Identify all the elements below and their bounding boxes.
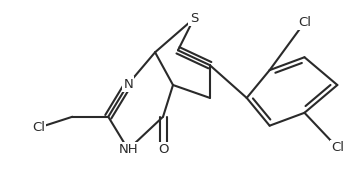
Text: N: N bbox=[123, 78, 133, 90]
Text: O: O bbox=[158, 143, 168, 156]
Text: NH: NH bbox=[118, 143, 138, 156]
Text: Cl: Cl bbox=[331, 141, 344, 154]
Text: S: S bbox=[190, 12, 198, 25]
Text: Cl: Cl bbox=[32, 121, 45, 134]
Text: Cl: Cl bbox=[298, 16, 311, 29]
